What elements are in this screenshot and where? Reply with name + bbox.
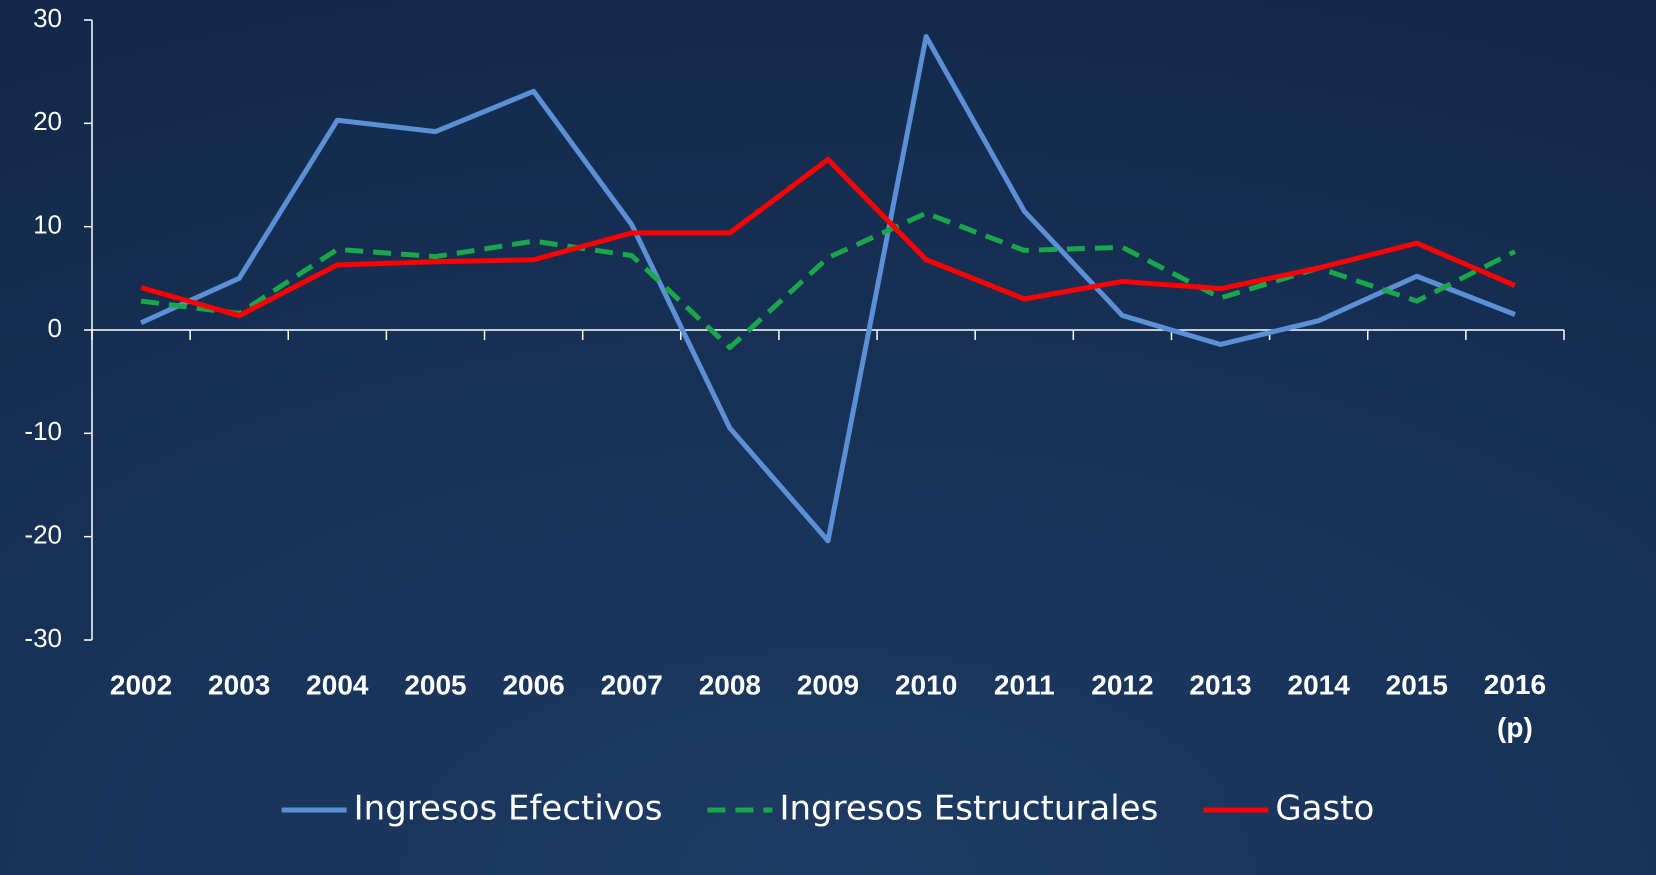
plot-area: -30 -20 -10 0 10 20 30 2002 2003 2004 2005 2006 2007… [24,3,1565,743]
x-tick-label: 2011 [994,669,1055,700]
x-tick-label: 2006 [502,669,564,700]
x-tick-label: 2008 [699,669,761,700]
y-tick-label: 30 [33,3,62,33]
x-tick-label: 2013 [1189,669,1251,700]
series-line [140,157,1516,319]
legend: Ingresos Efectivos Ingresos Estructurales… [281,789,1374,829]
y-tick-label: -20 [24,520,62,550]
x-tick-label: 2007 [601,669,663,700]
x-tick-label: 2014 [1288,669,1351,700]
y-tick-label: 0 [48,313,62,343]
series-line [140,210,1517,351]
y-tick-label: -10 [24,416,62,446]
legend-label: Ingresos Efectivos [354,789,663,829]
x-tick-label: 2002 [110,669,172,700]
x-tick-label: 2004 [306,669,369,700]
x-tick-label: 2016 (p) [1484,669,1546,743]
legend-label: Gasto [1275,789,1374,829]
x-tick-label: 2015 [1386,669,1448,700]
y-tick-label: -30 [24,623,62,653]
x-tick-label: 2005 [404,669,466,700]
x-tick-label: 2012 [1091,669,1153,700]
y-tick-label: 20 [33,106,62,136]
series-line [140,34,1516,544]
x-tick-label: 2003 [208,669,270,700]
legend-label: Ingresos Estructurales [779,789,1158,829]
x-tick-label: 2010 [895,669,957,700]
x-tick-label: 2009 [797,669,859,700]
y-tick-label: 10 [33,210,62,240]
